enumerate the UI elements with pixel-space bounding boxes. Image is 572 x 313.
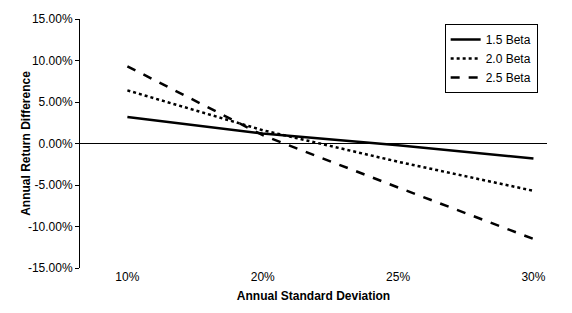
svg-text:0.00%: 0.00%	[39, 137, 73, 151]
svg-text:10.00%: 10.00%	[32, 54, 73, 68]
svg-text:5.00%: 5.00%	[39, 95, 73, 109]
svg-text:Annual Return Difference: Annual Return Difference	[19, 71, 33, 216]
svg-text:25%: 25%	[386, 270, 410, 284]
svg-text:-5.00%: -5.00%	[35, 178, 73, 192]
svg-text:Annual Standard Deviation: Annual Standard Deviation	[237, 289, 390, 303]
svg-text:30%: 30%	[521, 270, 545, 284]
svg-text:2.5 Beta: 2.5 Beta	[486, 71, 531, 85]
svg-text:10%: 10%	[115, 270, 139, 284]
svg-text:2.0 Beta: 2.0 Beta	[486, 52, 531, 66]
svg-text:15.00%: 15.00%	[32, 12, 73, 26]
svg-text:20%: 20%	[251, 270, 275, 284]
svg-text:-15.00%: -15.00%	[28, 261, 73, 275]
svg-text:1.5 Beta: 1.5 Beta	[486, 33, 531, 47]
svg-text:-10.00%: -10.00%	[28, 220, 73, 234]
